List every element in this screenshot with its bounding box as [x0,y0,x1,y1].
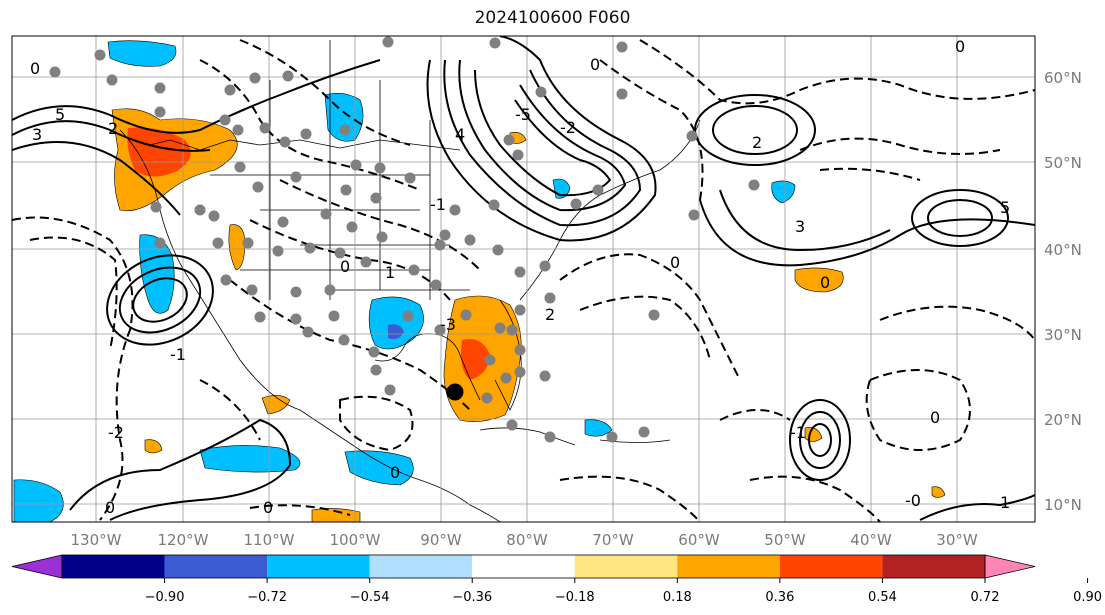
colorbar [11,554,1036,579]
coastlines [119,40,701,522]
colorbar-tick-label: −0.18 [555,590,595,605]
colorbar-segment [779,555,883,578]
colorbar-tick-label: 0.54 [868,590,897,605]
contour-label: 0 [263,498,273,517]
colorbar-tick-label: −0.36 [452,590,492,605]
contour-label: -1 [170,345,186,364]
lat-label: 50°N [1044,154,1082,172]
colorbar-tick-label: −0.72 [247,590,287,605]
contour-label: 0 [105,498,115,517]
lon-label: 100°W [330,531,381,549]
colorbar-tick-label: 0.90 [1073,590,1102,605]
contour-label: 2 [108,119,118,138]
colorbar-tick-label: 0.36 [765,590,794,605]
colorbar-segment [472,555,575,578]
lat-label: 20°N [1044,411,1082,429]
contour-label: 0 [670,253,680,272]
contour-label: 3 [795,217,805,236]
contour-label: 0 [590,55,600,74]
contour-label: -1 [790,423,806,442]
lon-label: 120°W [158,531,209,549]
contour-label: 0 [930,408,940,427]
lon-label: 30°W [936,531,978,549]
contour-label: 2 [752,133,762,152]
colorbar-tick-label: 0.72 [971,590,1000,605]
contour-label: 5 [55,105,65,124]
lat-label: 10°N [1044,496,1082,514]
colorbar-tick-labels: −0.90 −0.72 −0.54 −0.36 −0.18 0.18 0.36 0.54 0.7… [145,578,1102,605]
contour-label: 0 [340,257,350,276]
lat-label: 60°N [1044,69,1082,87]
colorbar-segment [677,555,780,578]
map-title: 2024100600 F060 [474,8,631,28]
latitude-labels: 60°N 50°N 40°N 30°N 20°N 10°N [1044,69,1082,514]
contour-label: 0 [30,59,40,78]
contour-label: -3 [440,315,456,334]
negative-contours [12,39,1035,522]
map-background [12,36,1035,522]
colorbar-segment [369,555,473,578]
map-border [11,35,1036,523]
lon-label: 40°W [850,531,892,549]
colorbar-segment [574,555,678,578]
longitude-labels: 130°W 120°W 110°W 100°W 90°W 80°W 70°W 6… [71,531,978,549]
contour-label: 5 [1000,198,1010,217]
lon-label: 130°W [71,531,122,549]
lon-label: 110°W [244,531,295,549]
lon-label: 90°W [420,531,462,549]
colorbar-segment [62,555,165,578]
contour-label: 0 [820,273,830,292]
contour-label: -1 [430,195,446,214]
contour-label: 1 [1000,493,1010,512]
lon-label: 50°W [764,531,806,549]
colorbar-segment [164,555,268,578]
shaded-fields [13,40,946,522]
lon-label: 60°W [678,531,720,549]
colorbar-tick-label: −0.54 [350,590,390,605]
colorbar-extend-high [984,554,1036,579]
contour-label: -2 [560,118,576,137]
lon-label: 70°W [592,531,634,549]
station-markers [49,36,760,443]
storm-center-marker [446,383,464,401]
contour-label: 1 [385,263,395,282]
colorbar-extend-low [11,554,63,579]
lat-label: 30°N [1044,326,1082,344]
lon-label: 80°W [506,531,548,549]
colorbar-segment [267,555,370,578]
colorbar-tick-label: 0.18 [663,590,692,605]
contour-label: 2 [545,305,555,324]
positive-contours [12,36,1035,521]
contour-label: 4 [455,125,465,144]
contour-label: 0 [955,37,965,56]
contour-label: 3 [32,125,42,144]
contour-label: -2 [108,423,124,442]
contour-label: -0 [905,491,921,510]
colorbar-segment [882,555,985,578]
contour-label: 0 [390,463,400,482]
colorbar-outline [61,554,986,579]
lat-label: 40°N [1044,241,1082,259]
colorbar-tick-label: −0.90 [145,590,185,605]
contour-label: -5 [515,105,531,124]
